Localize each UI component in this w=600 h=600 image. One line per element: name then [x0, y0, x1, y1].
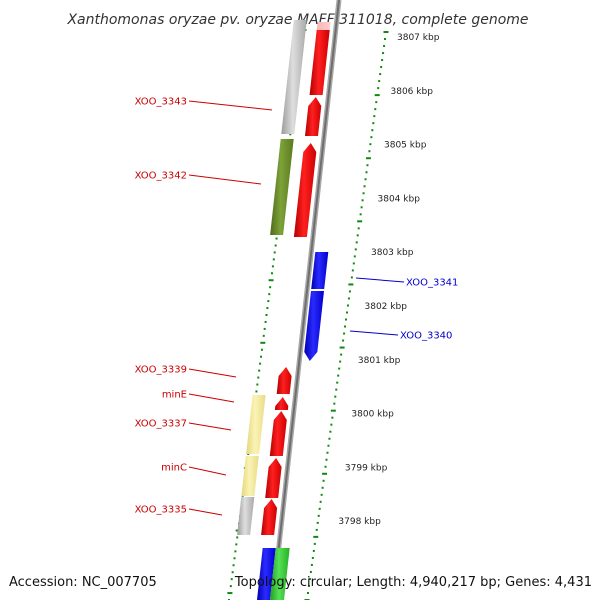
gene-xoo-3344-forward-core[interactable] [309, 30, 330, 95]
topology-text: Topology: circular; Length: 4,940,217 bp… [234, 575, 592, 590]
gene-xoo-3340-reverse[interactable] [304, 291, 324, 361]
gc-track-right [304, 31, 389, 600]
gene-label-right[interactable]: XOO_3340 [349, 331, 452, 342]
genome-backbone [270, 0, 342, 600]
accession-text: Accession: NC_007705 [9, 575, 157, 590]
kbp-tick-label: 3804 kbp [378, 194, 421, 204]
gene-xoo-3341-reverse[interactable] [311, 252, 329, 289]
kbp-tick-label: 3800 kbp [351, 410, 394, 420]
kbp-tick-label: 3805 kbp [384, 141, 427, 151]
gene-xoo-3337-forward[interactable] [269, 411, 287, 456]
gene-label-right[interactable]: XOO_3341 [355, 278, 458, 289]
gene-xoo-3343-forward[interactable] [305, 97, 322, 136]
gene-label-text[interactable]: XOO_3342 [135, 171, 187, 182]
cog-xoo-3343[interactable] [281, 20, 307, 134]
kbp-tick-label: 3806 kbp [391, 87, 434, 97]
gene-label-text[interactable]: XOO_3343 [135, 97, 187, 108]
gene-label-text[interactable]: XOO_3341 [406, 278, 458, 289]
cog-minc[interactable] [241, 456, 259, 496]
gene-mine-forward[interactable] [274, 397, 289, 410]
gene-label-left[interactable]: XOO_3335 [135, 505, 223, 516]
gene-xoo-3335-forward[interactable] [261, 499, 278, 535]
gene-label-text[interactable]: minC [161, 463, 187, 474]
gene-label-text[interactable]: minE [162, 390, 187, 401]
gene-label-text[interactable]: XOO_3335 [135, 505, 187, 516]
gene-label-text[interactable]: XOO_3337 [135, 419, 187, 430]
kbp-tick-label: 3801 kbp [358, 356, 401, 366]
gene-xoo-3339-forward[interactable] [276, 367, 292, 394]
kbp-tick-label: 3802 kbp [365, 302, 408, 312]
kbp-ruler: 3807 kbp 3806 kbp 3805 kbp 3804 kbp 3803 kbp… [338, 33, 439, 527]
cog-xoo-3335[interactable] [237, 497, 255, 535]
gene-label-text[interactable]: XOO_3339 [135, 365, 187, 376]
kbp-tick-label: 3803 kbp [371, 248, 414, 258]
cog-xoo-3337[interactable] [246, 395, 266, 454]
gene-label-left[interactable]: XOO_3343 [135, 97, 273, 111]
kbp-tick-label: 3798 kbp [338, 517, 381, 527]
gene-bottom-reverse[interactable] [257, 548, 276, 600]
gene-label-left[interactable]: XOO_3339 [135, 365, 237, 378]
gene-labels: XOO_3343 XOO_3342 XOO_3339 minE XOO_3337 minC… [135, 97, 459, 516]
gene-features [237, 20, 331, 600]
gene-xoo-3342-forward[interactable] [293, 143, 317, 237]
gene-label-left[interactable]: XOO_3342 [135, 171, 262, 185]
cog-xoo-3342[interactable] [270, 139, 294, 235]
gene-label-left[interactable]: minC [161, 463, 227, 476]
gene-minc-forward[interactable] [265, 458, 282, 498]
gene-label-left[interactable]: XOO_3337 [135, 419, 232, 431]
gene-label-left[interactable]: minE [162, 390, 235, 403]
cog-bottom-green[interactable] [270, 548, 290, 600]
gene-label-text[interactable]: XOO_3340 [400, 331, 452, 342]
kbp-tick-label: 3799 kbp [345, 463, 388, 473]
kbp-tick-label: 3807 kbp [397, 33, 440, 43]
